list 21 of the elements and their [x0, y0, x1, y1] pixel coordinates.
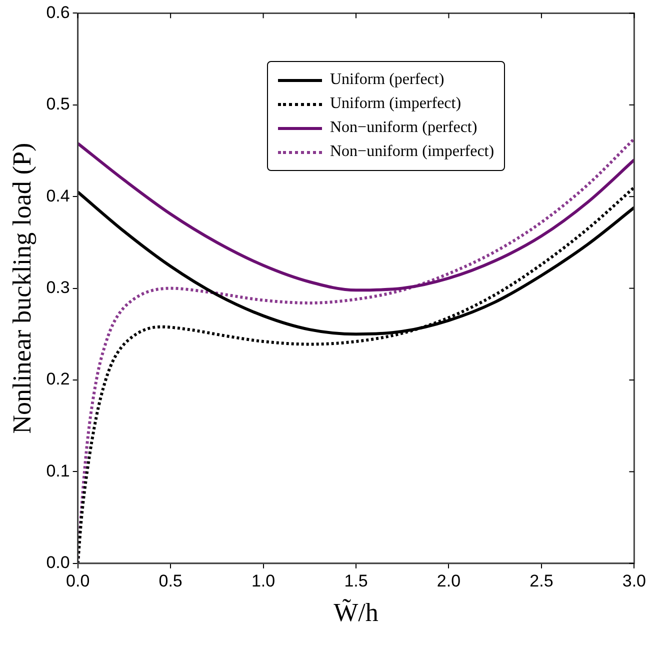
x-tick-label: 2.5: [530, 571, 554, 590]
y-tick-label: 0.3: [46, 278, 70, 297]
y-tick-label: 0.5: [46, 94, 70, 114]
line-series: [78, 142, 634, 292]
legend-label: Uniform (perfect): [330, 71, 444, 90]
x-tick-label: 0.0: [66, 571, 90, 590]
x-tick-label: 2.0: [436, 571, 461, 590]
x-tick-label: 0.5: [158, 571, 182, 590]
y-axis-title: Nonlinear buckling load (P): [7, 142, 36, 434]
x-axis-title: W̃/h: [334, 598, 378, 628]
legend-label: Non−uniform (perfect): [330, 119, 478, 138]
legend-label: Non−uniform (imperfect): [330, 143, 494, 162]
y-tick-label: 0.2: [46, 370, 70, 389]
y-tick-label: 0.6: [46, 2, 70, 22]
y-tick-label: 0.0: [46, 553, 70, 572]
x-tick-label: 1.0: [251, 571, 276, 590]
y-tick-label: 0.1: [46, 461, 70, 480]
legend-label: Uniform (imperfect): [330, 95, 462, 114]
y-tick-label: 0.4: [46, 186, 70, 206]
x-tick-label: 3.0: [622, 571, 646, 590]
x-tick-label: 1.5: [344, 571, 368, 590]
